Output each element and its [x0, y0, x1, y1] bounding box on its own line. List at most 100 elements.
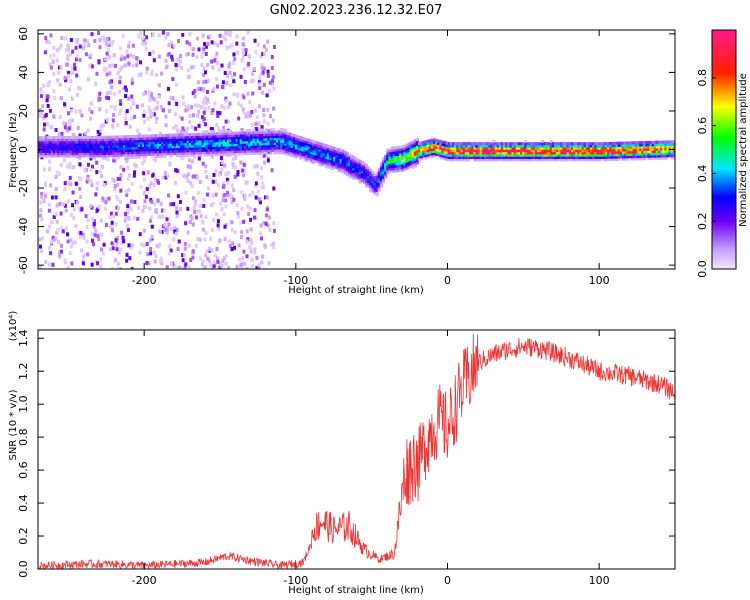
heatmap-ridge-cell [186, 140, 190, 144]
heatmap-noise-cell [198, 180, 202, 185]
heatmap-ridge-cell [99, 154, 103, 158]
heatmap-ridge-cell [488, 142, 492, 146]
heatmap-ridge-cell [305, 142, 309, 146]
heatmap-ridge-cell [462, 158, 466, 162]
heatmap-noise-cell [175, 214, 179, 219]
heatmap-ridge-cell [634, 141, 638, 145]
heatmap-noise-cell [75, 73, 79, 78]
heatmap-ridge-cell [216, 136, 220, 140]
heatmap-ridge-cell [222, 152, 226, 156]
heatmap-ridge-cell [581, 146, 585, 150]
heatmap-noise-cell [196, 103, 200, 108]
heatmap-ridge-cell [277, 130, 281, 134]
heatmap-ridge-cell [379, 168, 383, 172]
heatmap-ridge-cell [403, 151, 407, 155]
heatmap-ridge-cell [46, 140, 50, 144]
heatmap-ridge-cell [252, 135, 256, 139]
heatmap-ridge-cell [624, 146, 628, 150]
heatmap-ridge-cell [398, 166, 402, 170]
heatmap-noise-cell [111, 177, 115, 182]
heatmap-ridge-cell [226, 152, 230, 156]
heatmap-ridge-cell [522, 142, 526, 146]
heatmap-ridge-cell [522, 144, 526, 148]
heatmap-ridge-cell [171, 147, 175, 151]
heatmap-noise-cell [165, 225, 169, 230]
heatmap-ridge-cell [190, 149, 194, 153]
heatmap-ridge-cell [235, 140, 239, 144]
heatmap-noise-cell [111, 246, 115, 251]
heatmap-ridge-cell [384, 171, 388, 175]
heatmap-ridge-cell [226, 148, 230, 152]
heatmap-ridge-cell [61, 154, 65, 158]
heatmap-noise-cell [263, 160, 267, 165]
heatmap-ridge-cell [86, 147, 90, 151]
heatmap-ridge-cell [464, 156, 468, 160]
heatmap-ridge-cell [235, 143, 239, 147]
heatmap-noise-cell [96, 129, 100, 134]
heatmap-ridge-cell [600, 151, 604, 155]
heatmap-ridge-cell [335, 161, 339, 165]
heatmap-noise-cell [76, 54, 80, 59]
heatmap-ridge-cell [500, 149, 504, 153]
heatmap-ridge-cell [271, 130, 275, 134]
heatmap-ridge-cell [432, 145, 436, 149]
heatmap-noise-cell [244, 180, 248, 185]
heatmap-ridge-cell [188, 133, 192, 137]
heatmap-ridge-cell [292, 145, 296, 149]
heatmap-ridge-cell [345, 166, 349, 170]
heatmap-ridge-cell [426, 144, 430, 148]
heatmap-ridge-cell [243, 131, 247, 135]
heatmap-ridge-cell [201, 137, 205, 141]
heatmap-ridge-cell [441, 152, 445, 156]
heatmap-ridge-cell [294, 150, 298, 154]
heatmap-ridge-cell [636, 141, 640, 145]
heatmap-ridge-cell [265, 130, 269, 134]
heatmap-noise-cell [153, 107, 157, 112]
heatmap-ridge-cell [307, 152, 311, 156]
heatmap-noise-cell [130, 266, 134, 269]
heatmap-noise-cell [136, 59, 140, 64]
heatmap-ridge-cell [233, 150, 237, 154]
heatmap-noise-cell [272, 242, 276, 247]
heatmap-noise-cell [185, 40, 189, 45]
heatmap-noise-cell [206, 256, 210, 261]
heatmap-ridge-cell [171, 142, 175, 146]
heatmap-noise-cell [67, 111, 71, 116]
heatmap-ridge-cell [515, 156, 519, 160]
heatmap-ridge-cell [284, 131, 288, 135]
heatmap-ridge-cell [396, 162, 400, 166]
heatmap-noise-cell [55, 219, 59, 224]
heatmap-noise-cell [152, 183, 156, 188]
heatmap-noise-cell [101, 36, 105, 41]
heatmap-ridge-cell [503, 153, 507, 157]
heatmap-ridge-cell [568, 151, 572, 155]
heatmap-noise-cell [45, 39, 49, 44]
heatmap-ridge-cell [71, 136, 75, 140]
heatmap-noise-cell [136, 216, 140, 221]
heatmap-noise-cell [190, 159, 194, 164]
heatmap-ridge-cell [626, 157, 630, 161]
heatmap-ridge-cell [38, 138, 41, 142]
heatmap-ridge-cell [63, 142, 67, 146]
heatmap-ridge-cell [241, 131, 245, 135]
heatmap-ridge-cell [76, 145, 80, 149]
heatmap-noise-cell [225, 98, 229, 103]
heatmap-ridge-cell [148, 139, 152, 143]
heatmap-ridge-cell [519, 142, 523, 146]
heatmap-noise-cell [91, 238, 95, 243]
heatmap-ridge-cell [95, 138, 99, 142]
heatmap-noise-cell [264, 152, 268, 157]
heatmap-ridge-cell [122, 139, 126, 143]
heatmap-ridge-cell [165, 136, 169, 140]
heatmap-ridge-cell [180, 147, 184, 151]
heatmap-ridge-cell [401, 150, 405, 154]
heatmap-noise-cell [189, 257, 193, 262]
heatmap-ridge-cell [103, 135, 107, 139]
heatmap-ridge-cell [388, 158, 392, 162]
heatmap-ridge-cell [173, 140, 177, 144]
heatmap-ridge-cell [398, 152, 402, 156]
heatmap-ridge-cell [171, 140, 175, 144]
heatmap-ridge-cell [443, 145, 447, 149]
heatmap-ridge-cell [290, 135, 294, 139]
heatmap-ridge-cell [269, 146, 273, 150]
